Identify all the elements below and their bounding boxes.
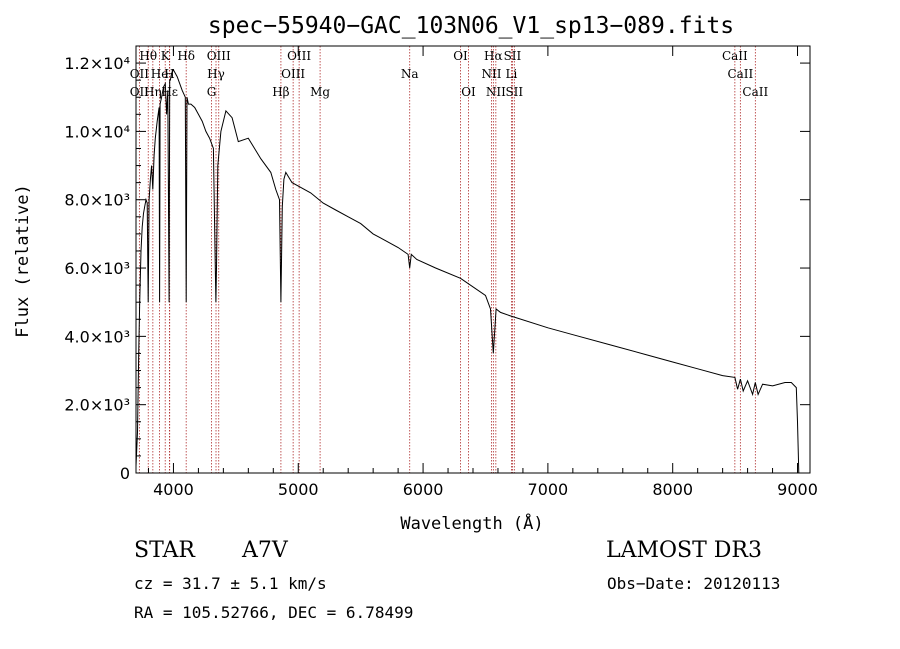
y-axis-ticks: 0 2.0×10³ 4.0×10³ 6.0×10³ 8.0×10³ 1.0×10⁴ 1.2×… — [64, 54, 810, 483]
spectral-line-label: OIII — [287, 49, 311, 63]
spectral-subclass: A7V — [242, 538, 288, 563]
observation-date: Obs−Date: 20120113 — [607, 574, 781, 593]
spectral-line-label: H — [164, 67, 174, 81]
spectral-line-label: Hθ — [139, 49, 157, 63]
spectral-line-label: OIII — [281, 67, 305, 81]
spectral-line-label: OI — [461, 85, 476, 99]
spectral-line-label: NII — [481, 67, 501, 81]
spectral-line-label: SII — [505, 85, 523, 99]
spectral-line-label: OII — [130, 85, 150, 99]
spectral-line-label: Hγ — [207, 67, 225, 81]
y-tick-label: 8.0×10³ — [64, 191, 130, 210]
spectral-line-label: CaII — [727, 67, 753, 81]
coordinates: RA = 105.52766, DEC = 6.78499 — [134, 603, 414, 622]
spectral-line-label: OII — [130, 67, 150, 81]
spectral-line-label: Mg — [310, 85, 330, 99]
spectral-line-label: Hα — [484, 49, 503, 63]
x-tick-label: 9000 — [777, 480, 818, 499]
spectral-line-label: OI — [453, 49, 468, 63]
plot-frame — [135, 45, 811, 474]
spectral-line-markers — [138, 46, 756, 473]
x-axis-label: Wavelength (Å) — [400, 512, 543, 534]
x-tick-label: 4000 — [153, 480, 194, 499]
spectral-line-label: NII — [486, 85, 506, 99]
spectral-line-label: Na — [401, 67, 419, 81]
y-tick-label: 1.0×10⁴ — [64, 122, 130, 141]
chart-title: spec−55940−GAC_103N06_V1_sp13−089.fits — [208, 13, 734, 39]
y-tick-label: 4.0×10³ — [64, 327, 130, 346]
spectral-line-label: K — [161, 49, 171, 63]
y-tick-label: 6.0×10³ — [64, 259, 130, 278]
x-tick-label: 5000 — [278, 480, 319, 499]
spectral-line-label: Hδ — [177, 49, 195, 63]
x-tick-label: 7000 — [528, 480, 569, 499]
spectrum-series-line — [135, 68, 800, 474]
spectral-line-label: Hβ — [272, 85, 289, 99]
x-axis-ticks: 4000 5000 6000 7000 8000 9000 — [147, 46, 818, 499]
spectral-line-label: CaII — [722, 49, 748, 63]
y-tick-label: 0 — [120, 464, 130, 483]
spectral-line-label: SII — [504, 49, 522, 63]
redshift-cz: cz = 31.7 ± 5.1 km/s — [134, 574, 327, 593]
y-axis-label: Flux (relative) — [13, 184, 33, 338]
spectral-line-label: G — [207, 85, 217, 99]
x-tick-label: 8000 — [652, 480, 693, 499]
spectral-line-label: Li — [506, 67, 518, 81]
object-type: STAR — [134, 538, 195, 563]
y-tick-label: 1.2×10⁴ — [64, 54, 130, 73]
spectral-line-label: CaII — [742, 85, 768, 99]
y-tick-label: 2.0×10³ — [64, 396, 130, 415]
spectral-line-label: OIII — [207, 49, 231, 63]
spectral-line-label: Hη — [144, 85, 162, 99]
spectral-line-label: He — [151, 67, 169, 81]
survey-name: LAMOST DR3 — [606, 538, 762, 563]
x-tick-label: 6000 — [403, 480, 444, 499]
